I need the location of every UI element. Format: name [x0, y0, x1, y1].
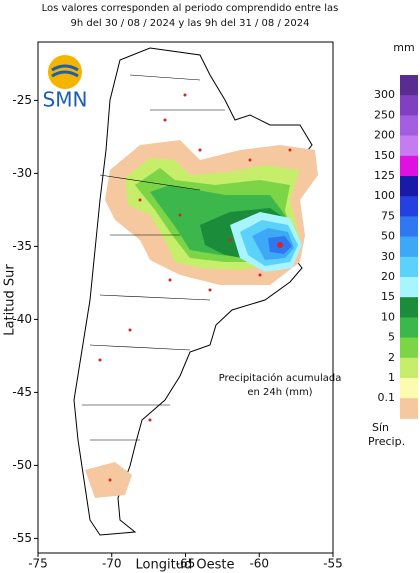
- legend-label: 200: [374, 129, 395, 142]
- legend-unit: mm: [393, 41, 414, 54]
- legend-swatch: [400, 196, 418, 217]
- legend-label: 15: [381, 290, 395, 303]
- x-tick-label: -55: [323, 557, 343, 571]
- legend-label: 75: [381, 209, 395, 222]
- legend-swatch: [400, 135, 418, 157]
- legend-label: 20: [381, 270, 395, 283]
- legend-label: 1: [388, 371, 395, 384]
- legend-label: 5: [388, 331, 395, 344]
- header-line: 9h del 30 / 08 / 2024 y las 9h del 31 / …: [71, 18, 310, 29]
- legend-swatch: [400, 378, 418, 399]
- legend-swatch: [400, 297, 418, 318]
- legend-label: 2: [388, 351, 395, 364]
- legend-swatch: [400, 115, 418, 137]
- x-tick-label: -70: [102, 557, 122, 571]
- header-line: Los valores corresponden al periodo comp…: [42, 3, 339, 14]
- legend-swatch: [400, 75, 418, 96]
- y-tick-label: -55: [12, 531, 32, 545]
- legend-label: 125: [374, 169, 395, 182]
- legend-label: 0.1: [378, 391, 396, 404]
- legend-swatch: [400, 176, 418, 197]
- legend-swatch: [400, 216, 418, 238]
- y-tick-label: -30: [12, 166, 32, 180]
- logo-waves: [51, 64, 79, 78]
- logo: SMN: [43, 55, 88, 112]
- y-tick-label: -35: [12, 239, 32, 253]
- x-tick-label: -75: [28, 557, 48, 571]
- legend-label: 30: [381, 250, 395, 263]
- legend-no-precip: Precip.: [368, 435, 405, 448]
- legend-label: 300: [374, 88, 395, 101]
- x-tick-label: -65: [176, 557, 196, 571]
- legend-swatch: [400, 256, 418, 278]
- y-axis-label: Latitud Sur: [3, 264, 18, 336]
- y-tick-label: -25: [12, 93, 32, 107]
- station-dots: [98, 93, 292, 482]
- legend-swatch: [400, 155, 418, 177]
- legend-swatch: [400, 337, 418, 359]
- legend-swatch: [400, 398, 418, 419]
- map-layer: [73, 47, 318, 536]
- legend-label: 250: [374, 108, 395, 121]
- legend-swatch: [400, 317, 418, 339]
- legend-swatch: [400, 357, 418, 379]
- y-tick-label: -40: [12, 312, 32, 326]
- x-tick-label: -60: [249, 557, 269, 571]
- y-tick-label: -45: [12, 385, 32, 399]
- legend-label: 10: [381, 310, 395, 323]
- legend-no-precip: Sín: [372, 421, 389, 434]
- annotation: en 24h (mm): [247, 387, 312, 398]
- legend-label: 50: [381, 230, 395, 243]
- legend-swatch: [400, 277, 418, 298]
- legend-swatch: [400, 236, 418, 258]
- y-tick-label: -50: [12, 458, 32, 472]
- annotation: Precipitación acumulada: [219, 372, 342, 384]
- legend-label: 150: [374, 149, 395, 162]
- legend-swatch: [400, 95, 418, 116]
- logo-text: SMN: [43, 88, 88, 112]
- x-axis-label: Longitud Oeste: [136, 558, 235, 573]
- legend-label: 100: [374, 189, 395, 202]
- province-border: [82, 74, 225, 441]
